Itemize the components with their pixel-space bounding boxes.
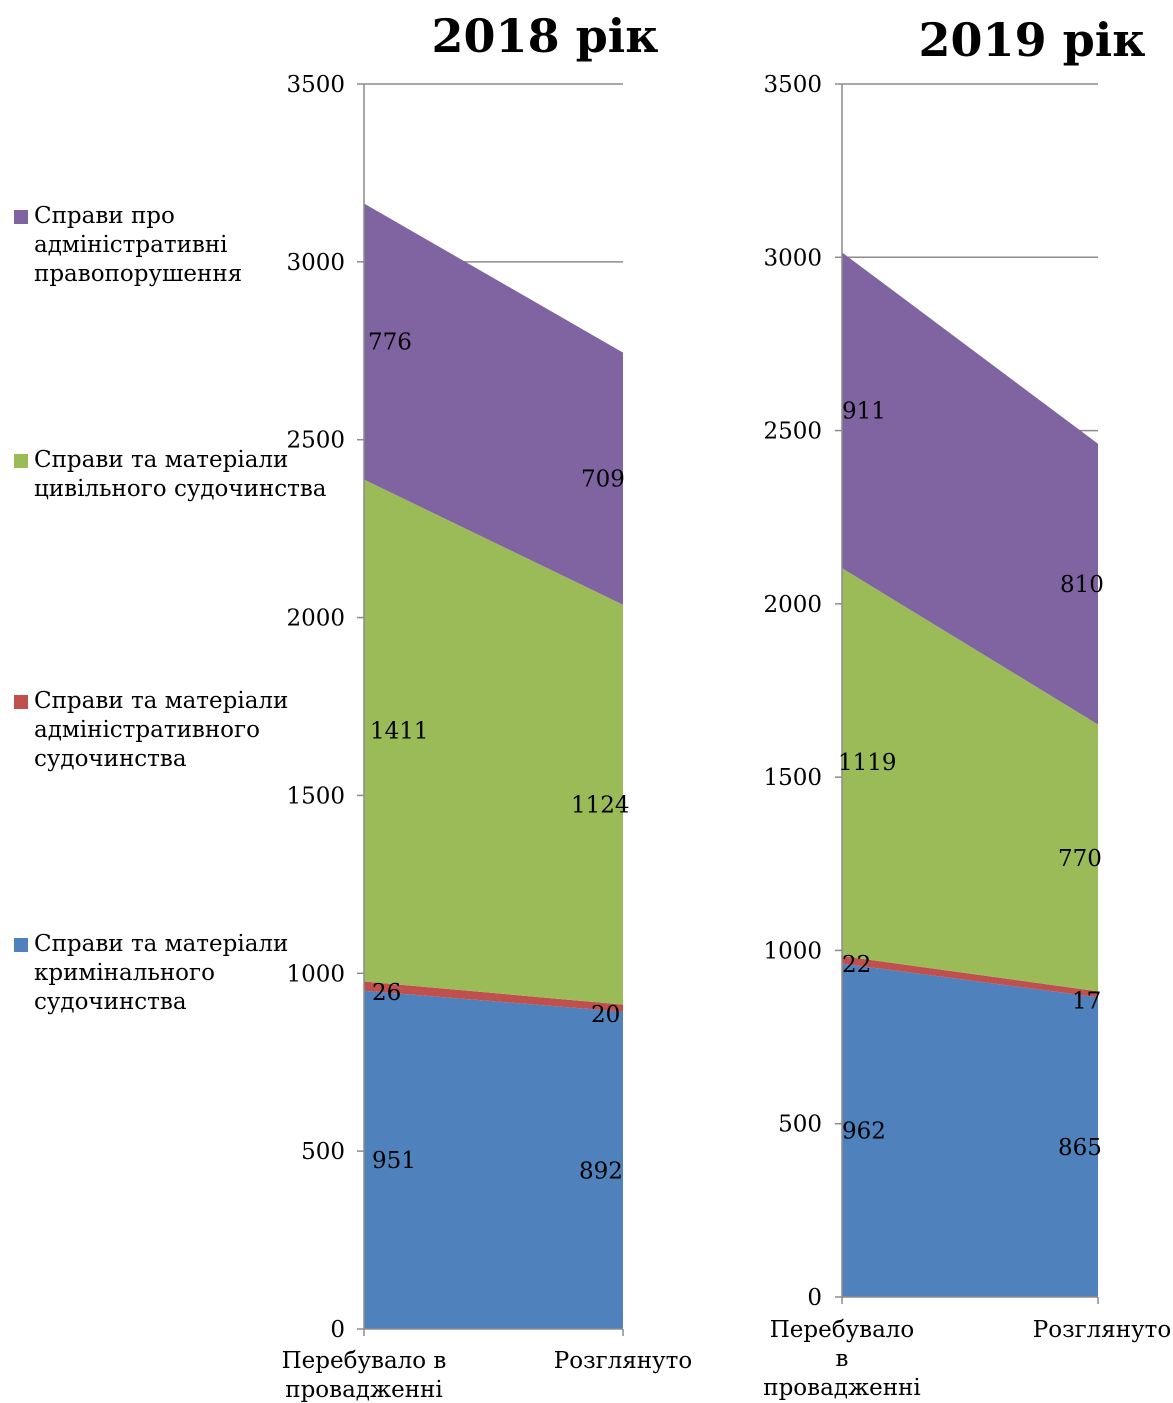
data-label-administrative: 20 bbox=[591, 1002, 620, 1028]
area-offenses bbox=[842, 252, 1098, 725]
legend-swatch-administrative bbox=[14, 695, 28, 709]
data-label-civil: 1124 bbox=[571, 793, 630, 819]
data-label-administrative: 17 bbox=[1072, 988, 1101, 1014]
data-label-civil: 1411 bbox=[370, 719, 429, 745]
data-label-administrative: 26 bbox=[372, 980, 401, 1006]
area-civil bbox=[842, 568, 1098, 992]
x-tick-label: Розглянуто bbox=[554, 1348, 692, 1374]
y-tick-label: 2500 bbox=[286, 428, 345, 454]
x-tick-label: Розглянуто bbox=[1033, 1317, 1171, 1343]
y-tick-label: 2000 bbox=[763, 592, 822, 618]
x-tick-label-line: провадженні bbox=[763, 1375, 921, 1401]
data-label-offenses: 911 bbox=[842, 398, 886, 424]
y-tick-label: 1500 bbox=[763, 765, 822, 791]
legend-swatch-criminal bbox=[14, 938, 28, 952]
data-label-civil: 1119 bbox=[838, 750, 897, 776]
y-tick-label: 1000 bbox=[763, 938, 822, 964]
area-administrative bbox=[842, 955, 1098, 998]
y-tick-label: 2000 bbox=[286, 606, 345, 632]
y-tick-label: 3500 bbox=[763, 72, 822, 98]
x-tick-label: Перебувало в провадженні bbox=[763, 1317, 921, 1401]
y-tick-label: 3000 bbox=[763, 245, 822, 271]
area-offenses bbox=[364, 203, 623, 605]
data-label-offenses: 709 bbox=[581, 467, 625, 493]
y-tick-label: 3000 bbox=[286, 250, 345, 276]
y-tick-label: 0 bbox=[807, 1285, 822, 1311]
legend-swatch-offenses bbox=[14, 210, 28, 224]
data-label-civil: 770 bbox=[1058, 846, 1102, 872]
chart-title: 2019 рік bbox=[919, 13, 1146, 67]
legend-label-criminal: Справи та матеріали кримінального судочи… bbox=[34, 931, 289, 1015]
y-tick-label: 1500 bbox=[286, 783, 345, 809]
x-tick-label-line: Розглянуто bbox=[1033, 1317, 1171, 1343]
x-tick-label-line: Розглянуто bbox=[554, 1348, 692, 1374]
y-tick-label: 3500 bbox=[286, 72, 345, 98]
area-criminal bbox=[842, 963, 1098, 1297]
chart-title: 2018 рік bbox=[432, 9, 659, 63]
legend-label-offenses: Справи про адміністративні правопорушенн… bbox=[34, 203, 243, 287]
area-criminal bbox=[364, 990, 623, 1329]
legend-swatch-civil bbox=[14, 454, 28, 468]
y-tick-label: 0 bbox=[330, 1317, 345, 1343]
x-tick-label: Перебувало в провадженні bbox=[282, 1348, 447, 1403]
legend-label-civil: Справи та матеріали цивільного судочинст… bbox=[34, 447, 327, 502]
chart-0: 2018 рік 0 500 1000 1500 2000 2500 3000 3500 951 8… bbox=[282, 9, 693, 1403]
y-tick-label: 1000 bbox=[286, 961, 345, 987]
x-tick-label-line: в bbox=[836, 1346, 849, 1372]
chart-1: 2019 рік 0 500 1000 1500 2000 2500 3000 3500 962 8… bbox=[763, 13, 1171, 1401]
data-label-criminal: 892 bbox=[579, 1158, 623, 1184]
data-label-criminal: 865 bbox=[1058, 1135, 1102, 1161]
data-label-criminal: 962 bbox=[842, 1118, 886, 1144]
x-tick-label-line: провадженні bbox=[285, 1377, 443, 1403]
data-label-criminal: 951 bbox=[372, 1148, 416, 1174]
area-civil bbox=[364, 479, 623, 1005]
area-administrative bbox=[364, 981, 623, 1012]
x-tick-label-line: Перебувало bbox=[770, 1317, 915, 1343]
data-label-administrative: 22 bbox=[842, 952, 871, 978]
y-tick-label: 500 bbox=[301, 1139, 345, 1165]
y-tick-label: 500 bbox=[778, 1112, 822, 1138]
legend-label-administrative: Справи та матеріали адміністративного су… bbox=[34, 688, 289, 772]
data-label-offenses: 776 bbox=[368, 330, 412, 356]
y-tick-label: 2500 bbox=[763, 419, 822, 445]
data-label-offenses: 810 bbox=[1060, 572, 1104, 598]
x-tick-label-line: Перебувало в bbox=[282, 1348, 447, 1374]
